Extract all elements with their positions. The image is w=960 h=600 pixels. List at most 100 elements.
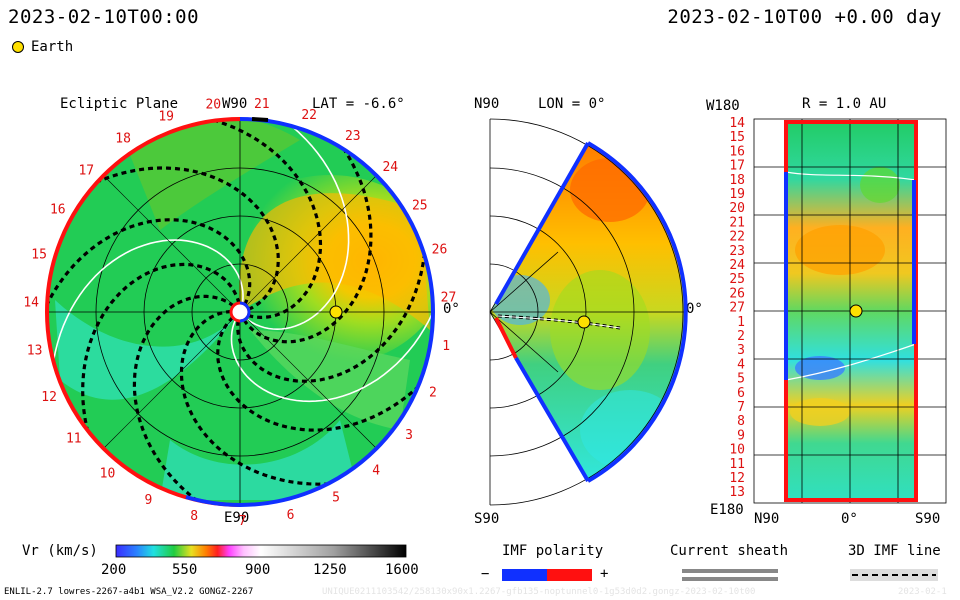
ecliptic-top-label: W90 bbox=[222, 96, 248, 112]
ecliptic-bottom-label: E90 bbox=[224, 510, 250, 526]
imf-spiral-line bbox=[242, 148, 373, 344]
colorbar-label: Vr (km/s) bbox=[22, 543, 98, 559]
map-rotation-label: 21 bbox=[729, 215, 745, 230]
map-rotation-label: 24 bbox=[729, 258, 745, 273]
carrington-label: 4 bbox=[372, 464, 380, 479]
imf-spiral-line bbox=[81, 262, 241, 431]
colorbar-tick-200: 200 bbox=[101, 562, 127, 578]
map-rotation-label: 6 bbox=[737, 386, 745, 401]
map-x-label-n90: N90 bbox=[754, 511, 780, 527]
ecliptic-lat-label: LAT = -6.6° bbox=[312, 96, 405, 112]
carrington-label: 5 bbox=[332, 491, 340, 506]
imf-minus-label: − bbox=[481, 566, 490, 582]
map-rotation-label: 23 bbox=[729, 244, 745, 259]
map-rotation-labels: 1415161718192021222324252627123456789101… bbox=[729, 116, 745, 500]
carrington-label: 19 bbox=[158, 109, 174, 124]
earth-marker-icon bbox=[12, 41, 24, 53]
model-info: ENLIL-2.7 lowres-2267-a4b1 WSA_V2.2 GONG… bbox=[4, 587, 254, 597]
carrington-label: 20 bbox=[205, 98, 221, 113]
synoptic-map-panel bbox=[753, 118, 947, 504]
carrington-label: 12 bbox=[41, 390, 57, 405]
map-rotation-label: 20 bbox=[729, 201, 745, 216]
map-rotation-label: 3 bbox=[737, 343, 745, 358]
map-x-label-0: 0° bbox=[841, 511, 858, 527]
map-rotation-label: 22 bbox=[729, 230, 745, 245]
date-stamp: 2023-02-1 bbox=[898, 587, 947, 597]
map-rotation-label: 4 bbox=[737, 357, 745, 372]
colorbar-tick-1250: 1250 bbox=[313, 562, 347, 578]
map-rotation-label: 5 bbox=[737, 372, 745, 387]
carrington-label: 7 bbox=[238, 514, 246, 529]
map-rotation-label: 14 bbox=[729, 116, 745, 131]
map-r-label: R = 1.0 AU bbox=[802, 96, 887, 112]
carrington-label: 18 bbox=[115, 132, 131, 147]
meridional-lon-label: LON = 0° bbox=[538, 96, 606, 112]
carrington-label: 8 bbox=[190, 509, 198, 524]
map-rotation-label: 25 bbox=[729, 272, 745, 287]
colorbar-tick-550: 550 bbox=[172, 562, 198, 578]
imf-polarity-bar bbox=[502, 569, 592, 581]
meridional-plane-panel bbox=[489, 118, 688, 506]
map-rotation-label: 17 bbox=[729, 159, 745, 174]
imf-polarity-title: IMF polarity bbox=[502, 543, 604, 559]
map-rotation-label: 15 bbox=[729, 130, 745, 145]
map-rotation-label: 18 bbox=[729, 173, 745, 188]
start-time: 2023-02-10T00:00 bbox=[8, 6, 200, 28]
carrington-label: 16 bbox=[50, 203, 66, 218]
map-rotation-label: 10 bbox=[729, 443, 745, 458]
vr-colorbar bbox=[115, 544, 407, 558]
imf-line-swatch bbox=[850, 569, 938, 581]
imf-line-title: 3D IMF line bbox=[848, 543, 941, 559]
current-sheath-swatch bbox=[682, 569, 778, 581]
carrington-label: 27 bbox=[441, 290, 457, 305]
imf-spiral-line bbox=[214, 119, 323, 320]
colorbar-tick-900: 900 bbox=[245, 562, 271, 578]
current-sheath-line bbox=[52, 239, 244, 362]
map-x-label-s90: S90 bbox=[915, 511, 941, 527]
carrington-label: 25 bbox=[412, 198, 428, 213]
imf-spiral-line bbox=[179, 309, 328, 486]
map-rotation-label: 16 bbox=[729, 144, 745, 159]
imf-spiral-line bbox=[132, 294, 235, 502]
imf-plus-label: + bbox=[600, 566, 609, 582]
carrington-label: 2 bbox=[429, 386, 437, 401]
map-rotation-label: 2 bbox=[737, 329, 745, 344]
carrington-label: 13 bbox=[27, 344, 43, 359]
ecliptic-right-label: 0° bbox=[443, 301, 460, 317]
map-rotation-label: 11 bbox=[729, 457, 745, 472]
carrington-label: 24 bbox=[382, 160, 398, 175]
map-rotation-label: 9 bbox=[737, 428, 745, 443]
carrington-label: 17 bbox=[78, 163, 94, 178]
imf-spiral-line bbox=[97, 166, 280, 311]
map-rotation-label: 8 bbox=[737, 414, 745, 429]
carrington-label: 1 bbox=[442, 339, 450, 354]
map-rotation-label: 19 bbox=[729, 187, 745, 202]
carrington-label: 3 bbox=[405, 428, 413, 443]
carrington-label: 15 bbox=[31, 247, 47, 262]
carrington-label: 14 bbox=[23, 295, 39, 310]
current-time: 2023-02-10T00 +0.00 day bbox=[667, 6, 942, 28]
current-sheath-line bbox=[245, 125, 350, 331]
imf-spiral-line bbox=[236, 254, 426, 383]
ecliptic-plane-panel bbox=[45, 117, 435, 507]
carrington-label: 6 bbox=[287, 508, 295, 523]
colorbar-tick-1600: 1600 bbox=[385, 562, 419, 578]
map-rotation-label: 7 bbox=[737, 400, 745, 415]
map-rotation-label: 12 bbox=[729, 471, 745, 486]
meridional-top-label: N90 bbox=[474, 96, 500, 112]
carrington-label: 11 bbox=[66, 432, 82, 447]
carrington-label: 22 bbox=[301, 108, 317, 123]
earth-legend-label: Earth bbox=[31, 39, 74, 55]
map-rotation-label: 1 bbox=[737, 315, 745, 330]
carrington-label: 21 bbox=[254, 97, 270, 112]
run-id: UNIQUE0211103542/258130x90x1.2267-gfb135… bbox=[322, 587, 756, 597]
imf-spiral-line bbox=[47, 218, 252, 306]
map-rotation-label: 13 bbox=[729, 485, 745, 500]
imf-spiral-line bbox=[216, 316, 419, 432]
carrington-label: 26 bbox=[432, 243, 448, 258]
carrington-label: 10 bbox=[100, 467, 116, 482]
carrington-label: 23 bbox=[345, 129, 361, 144]
map-top-left-label: W180 bbox=[706, 98, 740, 114]
